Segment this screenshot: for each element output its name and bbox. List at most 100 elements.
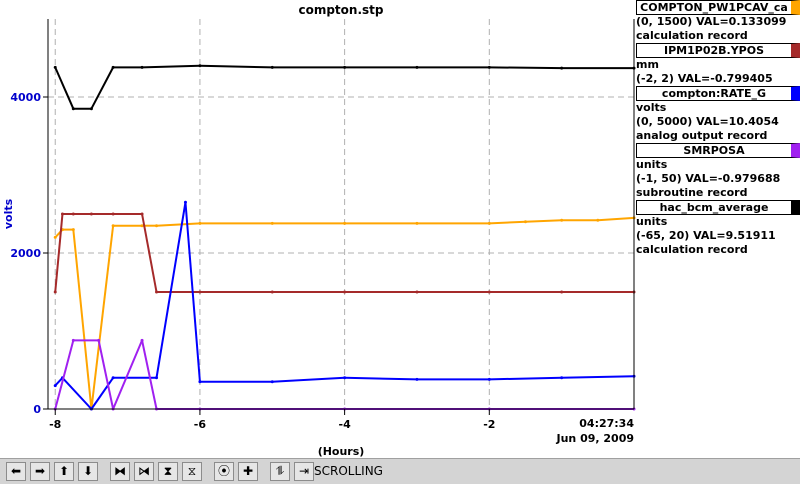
zoom-in-y-icon[interactable]: ⧗ <box>158 462 178 481</box>
legend-entry-1[interactable]: IPM1P02B.YPOS <box>636 43 800 58</box>
series-segment <box>199 64 273 69</box>
data-point <box>140 65 144 69</box>
data-point <box>487 221 491 225</box>
data-point <box>198 290 202 294</box>
toolbar: SCROLLING ⬅ ➡ ⬆ ⬇ ⧓ ⧒ ⧗ ⧖ ⦿ ✚ ⥮ ⇥ <box>0 458 800 484</box>
data-point <box>53 235 57 239</box>
data-point <box>111 212 115 216</box>
y-tick-label: 2000 <box>10 247 41 260</box>
left-arrow-icon[interactable]: ⬅ <box>6 462 26 481</box>
right-arrow-icon[interactable]: ➡ <box>30 462 50 481</box>
legend-info-line: volts <box>636 101 667 114</box>
data-point <box>198 64 202 68</box>
data-point <box>270 65 274 69</box>
data-point <box>53 65 57 69</box>
data-point <box>487 65 491 69</box>
data-point <box>270 380 274 384</box>
x-tick-label: -8 <box>49 418 61 431</box>
data-point <box>560 376 564 380</box>
center-icon[interactable]: ⦿ <box>214 462 234 481</box>
data-point <box>343 221 347 225</box>
scroll-status: SCROLLING <box>314 464 383 478</box>
series-compton-rate-g <box>53 200 636 411</box>
legend-entry-4[interactable]: hac_bcm_average <box>636 200 800 215</box>
legend-info-line: mm <box>636 58 659 71</box>
series-segment <box>54 340 75 410</box>
data-point <box>487 377 491 381</box>
chart-title: compton.stp <box>298 3 383 17</box>
series-segment <box>141 213 158 293</box>
data-point <box>270 290 274 294</box>
data-point <box>343 65 347 69</box>
series-segment <box>184 202 201 382</box>
data-point <box>596 218 600 222</box>
zoom-out-y-icon[interactable]: ⧖ <box>182 462 202 481</box>
data-point <box>560 218 564 222</box>
series-segment <box>142 64 200 69</box>
data-point <box>97 338 101 342</box>
data-point <box>111 65 115 69</box>
y-tick-label: 0 <box>33 403 41 416</box>
data-point <box>560 66 564 70</box>
series-ipm1p02b-ypos <box>53 212 636 294</box>
legend-entry-0[interactable]: COMPTON_PW1PCAV_ca <box>636 0 800 15</box>
plus-icon[interactable]: ✚ <box>238 462 258 481</box>
data-point <box>155 224 159 228</box>
series-segment <box>90 225 115 410</box>
zoom-out-x-icon[interactable]: ⧒ <box>134 462 154 481</box>
series-segment <box>97 340 115 410</box>
data-point <box>155 376 159 380</box>
data-point <box>111 376 115 380</box>
end-date-label: Jun 09, 2009 <box>555 432 634 445</box>
legend-info-line: (-1, 50) VAL=-0.979688 <box>636 172 781 185</box>
jump-end-icon[interactable]: ⇥ <box>294 462 314 481</box>
x-tick-label: -6 <box>194 418 207 431</box>
data-point <box>198 221 202 225</box>
data-point <box>53 290 57 294</box>
legend-info-line: (0, 5000) VAL=10.4054 <box>636 115 779 128</box>
data-point <box>343 376 347 380</box>
legend-info-line: analog output record <box>636 129 768 142</box>
data-point <box>487 290 491 294</box>
legend-entry-2[interactable]: compton:RATE_G <box>636 86 800 101</box>
x-axis-label: (Hours) <box>318 445 365 458</box>
data-point <box>71 212 75 216</box>
data-point <box>140 212 144 216</box>
auto-scale-icon[interactable]: ⥮ <box>270 462 290 481</box>
data-point <box>71 338 75 342</box>
data-point <box>155 290 159 294</box>
data-point <box>140 338 144 342</box>
data-point <box>60 212 64 216</box>
data-point <box>523 220 527 224</box>
down-arrow-icon[interactable]: ⬇ <box>78 462 98 481</box>
legend-info-line: calculation record <box>636 29 748 42</box>
zoom-in-x-icon[interactable]: ⧓ <box>110 462 130 481</box>
legend-panel: COMPTON_PW1PCAV_ca (0, 1500) VAL=0.133099… <box>636 0 800 257</box>
series-segment <box>156 222 200 227</box>
legend-entry-3[interactable]: SMRPOSA <box>636 143 800 158</box>
legend-info-line: units <box>636 215 668 228</box>
data-point <box>415 290 419 294</box>
data-point <box>71 228 75 232</box>
data-point <box>198 380 202 384</box>
legend-info-line: (-2, 2) VAL=-0.799405 <box>636 72 773 85</box>
series-segment <box>72 229 93 410</box>
data-point <box>53 384 57 388</box>
series-segment <box>54 377 64 387</box>
up-arrow-icon[interactable]: ⬆ <box>54 462 74 481</box>
data-point <box>415 65 419 69</box>
series-segment <box>561 375 635 379</box>
legend-info-line: calculation record <box>636 243 748 256</box>
legend-info-line: (0, 1500) VAL=0.133099 <box>636 15 787 28</box>
data-point <box>415 377 419 381</box>
data-point <box>415 221 419 225</box>
series-segment <box>90 66 114 110</box>
end-time-label: 04:27:34 <box>579 417 634 430</box>
series-segment <box>597 216 635 222</box>
series-segment <box>90 377 114 410</box>
series-compton-pw1pcav-ca <box>53 216 636 411</box>
legend-info-line: (-65, 20) VAL=9.51911 <box>636 229 776 242</box>
data-point <box>111 224 115 228</box>
series-segment <box>54 66 75 110</box>
legend-info-line: subroutine record <box>636 186 748 199</box>
